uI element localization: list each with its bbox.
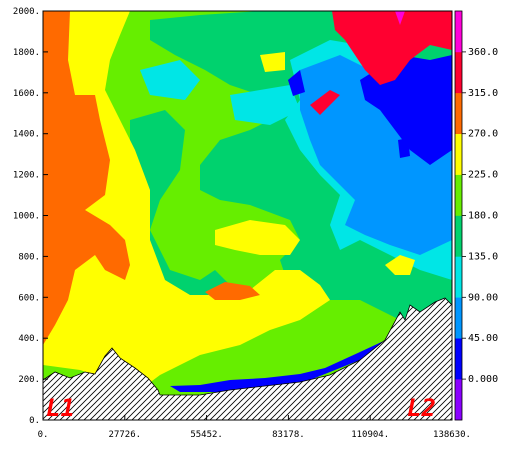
y-tick-label: 2000.	[13, 7, 40, 17]
region-yellow-top	[260, 52, 285, 72]
region-red-streak	[310, 90, 340, 115]
colorbar-band	[455, 51, 462, 94]
colorbar-band	[455, 11, 462, 53]
contour-field	[43, 11, 452, 420]
x-axis: 0. 27726. 55452. 83178. 110904. 138630.	[38, 415, 471, 440]
region-sky-blue-2	[330, 110, 380, 155]
region-green-left	[130, 110, 230, 300]
y-tick-label: 400.	[18, 334, 40, 344]
region-magenta-notch	[395, 11, 405, 25]
colorbar-label: 90.00	[468, 292, 498, 303]
region-orange-blob	[205, 282, 260, 300]
colorbar-band	[455, 215, 462, 257]
y-tick-label: 600.	[18, 293, 40, 303]
region-cyan-mid	[230, 85, 300, 125]
colorbar-band	[455, 174, 462, 216]
label-l2: L2	[407, 394, 436, 422]
colorbar-band	[455, 256, 462, 298]
region-blue-dot	[398, 138, 410, 158]
y-axis: 0. 200. 400. 600. 800. 1000. 1200. 1400. 1600. 18…	[13, 7, 48, 426]
terrain-hatch	[43, 297, 452, 420]
x-tick-label: 0.	[38, 430, 49, 440]
region-yellow-right	[385, 255, 415, 275]
region-yellow-mid	[215, 220, 300, 255]
colorbar: 0.000 45.00 90.00 135.0 180.0 225.0 270.0 315.0…	[454, 10, 498, 421]
y-tick-label: 1800.	[13, 48, 40, 58]
colorbar-label: 0.000	[468, 374, 498, 385]
y-tick-label: 200.	[18, 375, 40, 385]
colorbar-band	[455, 297, 462, 339]
colorbar-label: 180.0	[468, 211, 498, 222]
x-tick-label: 138630.	[433, 430, 471, 440]
colorbar-label: 315.0	[468, 88, 498, 99]
region-cyan-top	[140, 60, 200, 100]
x-tick-label: 83178.	[272, 430, 305, 440]
colorbar-label: 225.0	[468, 170, 498, 181]
x-tick-label: 55452.	[190, 430, 223, 440]
colorbar-label: 45.00	[468, 333, 498, 344]
colorbar-label: 360.0	[468, 47, 498, 58]
y-tick-label: 800.	[18, 252, 40, 262]
region-red	[332, 11, 452, 85]
colorbar-label: 270.0	[468, 129, 498, 140]
colorbar-band	[455, 379, 462, 421]
colorbar-band	[455, 133, 462, 175]
region-orange	[43, 11, 130, 345]
colorbar-label: 135.0	[468, 251, 498, 262]
y-tick-label: 0.	[29, 416, 40, 426]
region-blue-small	[288, 70, 305, 96]
y-tick-label: 1600.	[13, 89, 40, 99]
y-tick-label: 1000.	[13, 212, 40, 222]
y-tick-label: 1400.	[13, 130, 40, 140]
x-tick-label: 27726.	[109, 430, 142, 440]
x-tick-label: 110904.	[351, 430, 389, 440]
colorbar-band	[455, 92, 462, 134]
colorbar-band	[455, 338, 462, 380]
y-tick-label: 1200.	[13, 171, 40, 181]
label-l1: L1	[46, 394, 75, 422]
